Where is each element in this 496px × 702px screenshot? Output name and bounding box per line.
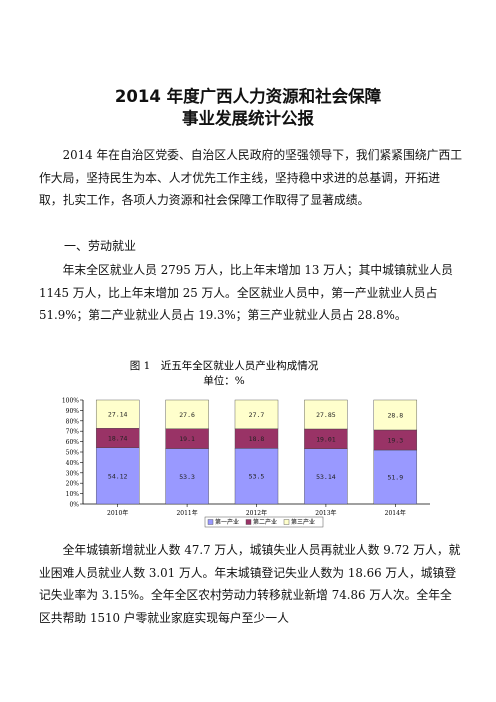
bar-segment — [165, 399, 209, 429]
intro-paragraph: 2014 年在自治区党委、自治区人民政府的坚强领导下，我们紧紧围绕广西工作大局，… — [39, 148, 463, 208]
bar-value-label: 27.7 — [249, 411, 265, 419]
bar-segment — [234, 399, 279, 430]
legend-label: 第三产业 — [291, 518, 315, 526]
chart-title: 图 1 近五年全区就业人员产业构成情况 — [130, 359, 319, 372]
y-tick-label: 50% — [66, 450, 80, 457]
legend-swatch — [207, 519, 214, 525]
bar-segment — [165, 448, 209, 505]
bar-value-label: 27.6 — [179, 411, 195, 419]
x-tick-label: 2013年 — [315, 509, 336, 517]
bar-value-label: 19.3 — [387, 436, 403, 444]
bar-segment — [304, 448, 348, 505]
y-tick-label: 70% — [66, 429, 80, 436]
legend-box — [204, 516, 324, 528]
bar-segment — [373, 449, 418, 505]
bar-value-label: 53.14 — [316, 473, 336, 481]
y-tick-label: 10% — [66, 491, 80, 498]
legend-label: 第二产业 — [253, 518, 277, 526]
y-tick-label: 100% — [62, 398, 79, 405]
section-heading-employment: 一、劳动就业 — [64, 239, 137, 253]
y-tick-label: 80% — [66, 418, 80, 425]
bar-segment — [95, 447, 140, 505]
bar-value-label: 27.85 — [316, 411, 336, 419]
y-tick-label: 30% — [66, 470, 80, 477]
y-tick-label: 40% — [66, 460, 80, 467]
bar-segment — [373, 399, 418, 431]
chart-subtitle: 单位：% — [203, 374, 244, 387]
x-tick-label: 2012年 — [246, 509, 267, 517]
y-tick-label: 60% — [66, 439, 80, 446]
bar-value-label: 19.01 — [316, 435, 336, 443]
document-title-line1: 2014 年度广西人力资源和社会保障 — [114, 87, 382, 106]
bar-value-label: 54.12 — [108, 472, 128, 480]
legend-swatch — [283, 519, 290, 525]
y-tick-label: 90% — [66, 408, 80, 415]
legend-swatch — [245, 519, 252, 525]
x-tick-label: 2011年 — [176, 509, 197, 517]
document-title-line2: 事业发展统计公报 — [182, 109, 314, 128]
bar-value-label: 18.8 — [249, 435, 265, 443]
employment-paragraph-1: 年末全区就业人员 2795 万人，比上年末增加 13 万人；其中城镇就业人员 1… — [39, 263, 453, 323]
bar-value-label: 27.14 — [108, 411, 128, 419]
employment-structure-chart: 图 1 近五年全区就业人员产业构成情况 单位：% 0% 10% 20% 30% 40% 5… — [62, 359, 430, 528]
y-tick-label: 0% — [69, 502, 79, 509]
bar-value-label: 53.5 — [249, 473, 265, 481]
employment-paragraph-2: 全年城镇新增就业人数 47.7 万人，城镇失业人员再就业人数 9.72 万人，就… — [39, 543, 461, 625]
bar-value-label: 53.3 — [179, 473, 195, 481]
x-tick-label: 2014年 — [385, 509, 406, 517]
bar-value-label: 28.8 — [387, 411, 403, 419]
legend-label: 第一产业 — [215, 518, 239, 526]
bar-value-label: 19.1 — [179, 435, 195, 443]
bar-segment — [304, 399, 348, 430]
x-tick-label: 2010年 — [107, 509, 128, 517]
bar-value-label: 51.9 — [387, 474, 403, 482]
y-tick-label: 20% — [66, 481, 80, 488]
bar-value-label: 18.74 — [108, 434, 128, 442]
bar-segment — [95, 399, 140, 429]
bar-segment — [234, 448, 279, 505]
